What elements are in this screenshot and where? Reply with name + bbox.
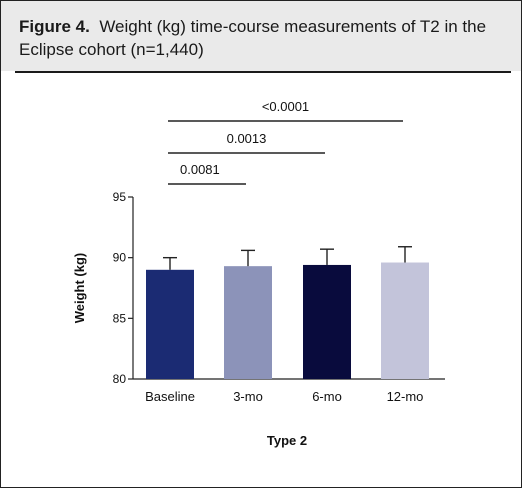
x-tick-label: Baseline [145,389,195,404]
bar [224,266,272,379]
bar [303,264,351,379]
y-tick-label: 85 [113,311,127,325]
figure-label: Figure 4. [19,17,90,36]
figure-caption-text: Weight (kg) time-course measurements of … [19,17,487,59]
y-tick-label: 80 [113,372,127,386]
x-tick-label: 6-mo [312,389,342,404]
x-axis-title: Type 2 [267,433,307,448]
y-tick-label: 95 [113,190,127,204]
y-tick-label: 90 [113,251,127,265]
header-divider [15,71,511,73]
bar [146,269,194,379]
significance-p-value: 0.0081 [180,162,220,177]
figure-caption: Figure 4. Weight (kg) time-course measur… [19,15,509,61]
bar [381,262,429,379]
significance-p-value: 0.0013 [227,131,267,146]
x-tick-label: 3-mo [233,389,263,404]
significance-p-value: <0.0001 [262,99,309,114]
x-tick-label: 12-mo [387,389,424,404]
figure-header: Figure 4. Weight (kg) time-course measur… [1,1,521,71]
y-axis-title: Weight (kg) [72,253,87,324]
